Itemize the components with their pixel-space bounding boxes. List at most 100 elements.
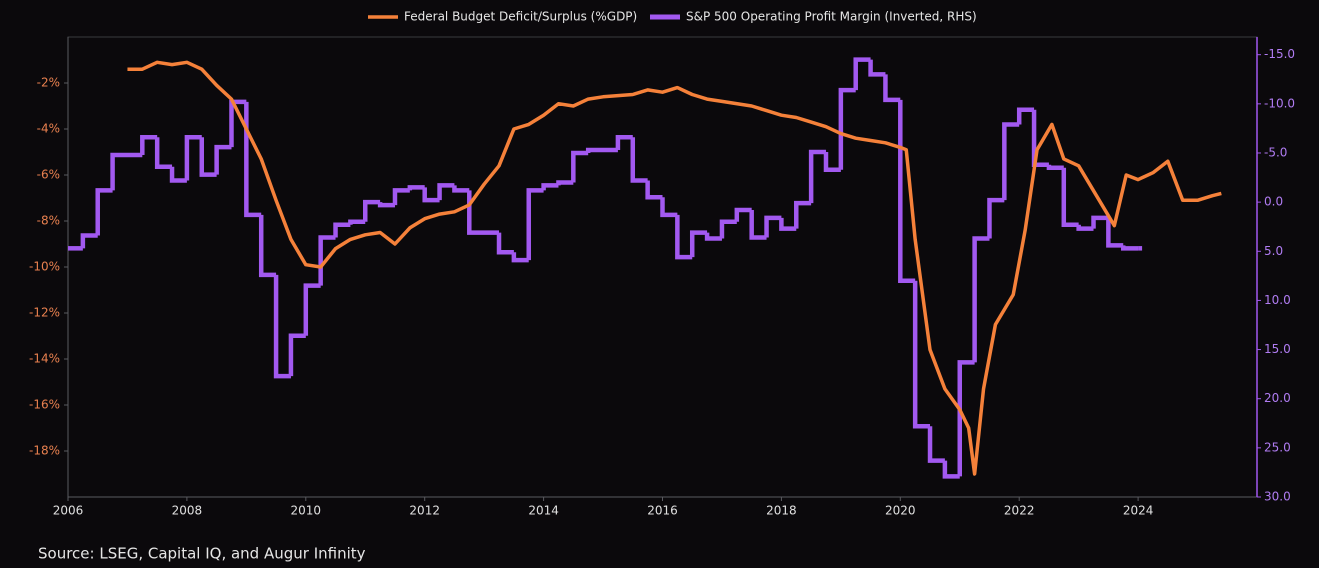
y-tick-label: -14% <box>29 352 60 366</box>
step-segment <box>645 180 663 200</box>
y2-tick-label: 30.0 <box>1264 490 1291 504</box>
step-segment <box>511 252 529 263</box>
step-segment <box>675 214 693 260</box>
step-segment <box>154 137 173 169</box>
step-segment <box>110 152 143 191</box>
step-segment <box>704 232 722 241</box>
step-segment <box>987 197 1005 239</box>
step-segment <box>868 59 886 77</box>
step-segment <box>779 217 797 231</box>
y-tick-label: -4% <box>37 122 60 136</box>
step-segment <box>437 183 455 201</box>
step-segment <box>1002 122 1020 201</box>
step-segment <box>1106 217 1124 248</box>
step-segment <box>1061 167 1079 227</box>
x-tick-label: 2014 <box>528 504 559 518</box>
step-segment <box>258 214 277 278</box>
step-segment <box>585 147 618 153</box>
step-segment <box>749 209 767 240</box>
x-tick-label: 2012 <box>409 504 440 518</box>
step-segment <box>303 283 321 336</box>
step-segment <box>422 187 440 203</box>
step-segment <box>214 144 232 175</box>
step-segment <box>95 188 113 236</box>
step-segment <box>571 150 589 183</box>
step-segment <box>898 99 916 284</box>
x-tick-label: 2018 <box>766 504 797 518</box>
legend-label: Federal Budget Deficit/Surplus (%GDP) <box>404 10 637 24</box>
step-segment <box>957 360 975 477</box>
y-tick-label: -6% <box>37 168 60 182</box>
step-segment <box>348 219 366 225</box>
y-tick-label: -18% <box>29 444 60 458</box>
y2-tick-label: 15.0 <box>1264 342 1291 356</box>
step-segment <box>184 135 202 181</box>
step-segment <box>764 215 782 238</box>
y2-tick-label: 20.0 <box>1264 391 1291 405</box>
x-tick-label: 2006 <box>53 504 84 518</box>
step-segment <box>927 426 945 463</box>
step-segment <box>823 152 841 172</box>
step-segment <box>912 280 931 429</box>
step-segment <box>838 87 856 170</box>
x-tick-label: 2008 <box>172 504 203 518</box>
step-segment <box>630 137 648 183</box>
y2-tick-label: -10.0 <box>1264 96 1295 110</box>
step-segment <box>719 219 737 239</box>
step-segment <box>794 200 812 229</box>
y2-tick-label: 0.0 <box>1264 195 1283 209</box>
step-segment <box>140 135 158 155</box>
step-segment <box>808 149 826 204</box>
step-segment <box>496 232 514 255</box>
step-segment <box>526 188 544 261</box>
x-tick-label: 2016 <box>647 504 678 518</box>
step-segment <box>273 274 291 379</box>
step-segment <box>333 222 351 238</box>
step-segment <box>1016 107 1035 125</box>
x-tick-label: 2010 <box>291 504 322 518</box>
step-segment <box>1091 215 1109 229</box>
step-segment <box>80 233 98 249</box>
step-segment <box>883 74 901 103</box>
step-segment <box>1120 245 1139 251</box>
y2-tick-label: 10.0 <box>1264 293 1291 307</box>
step-segment <box>660 197 678 218</box>
y-tick-label: -8% <box>37 214 60 228</box>
y2-tick-label: -15.0 <box>1264 47 1295 61</box>
step-segment <box>541 183 559 191</box>
step-segment <box>1076 224 1094 231</box>
step-segment <box>363 199 381 222</box>
step-segment <box>689 230 708 258</box>
step-segment <box>244 101 262 218</box>
step-segment <box>1046 164 1064 170</box>
step-segment <box>556 180 574 186</box>
step-segment <box>853 57 871 91</box>
step-segment <box>615 135 633 151</box>
step-segment <box>288 333 306 377</box>
y-tick-label: -12% <box>29 306 60 320</box>
step-segment <box>407 185 425 191</box>
step-segment <box>942 460 960 479</box>
legend-label: S&P 500 Operating Profit Margin (Inverte… <box>686 10 977 24</box>
y-tick-label: -16% <box>29 398 60 412</box>
step-segment <box>392 188 410 206</box>
y-tick-label: -2% <box>37 76 60 90</box>
y2-tick-label: -5.0 <box>1264 145 1287 159</box>
step-segment <box>377 202 395 208</box>
y2-tick-label: 25.0 <box>1264 440 1291 454</box>
x-tick-label: 2024 <box>1123 504 1154 518</box>
step-segment <box>452 185 470 193</box>
source-note: Source: LSEG, Capital IQ, and Augur Infi… <box>38 545 366 563</box>
x-tick-label: 2022 <box>1004 504 1035 518</box>
step-segment <box>199 137 217 177</box>
step-segment <box>972 236 990 363</box>
step-segment <box>169 166 187 183</box>
step-segment <box>318 235 336 286</box>
x-tick-label: 2020 <box>885 504 916 518</box>
y2-tick-label: 5.0 <box>1264 244 1283 258</box>
y-tick-label: -10% <box>29 260 60 274</box>
series-line <box>127 60 1222 476</box>
